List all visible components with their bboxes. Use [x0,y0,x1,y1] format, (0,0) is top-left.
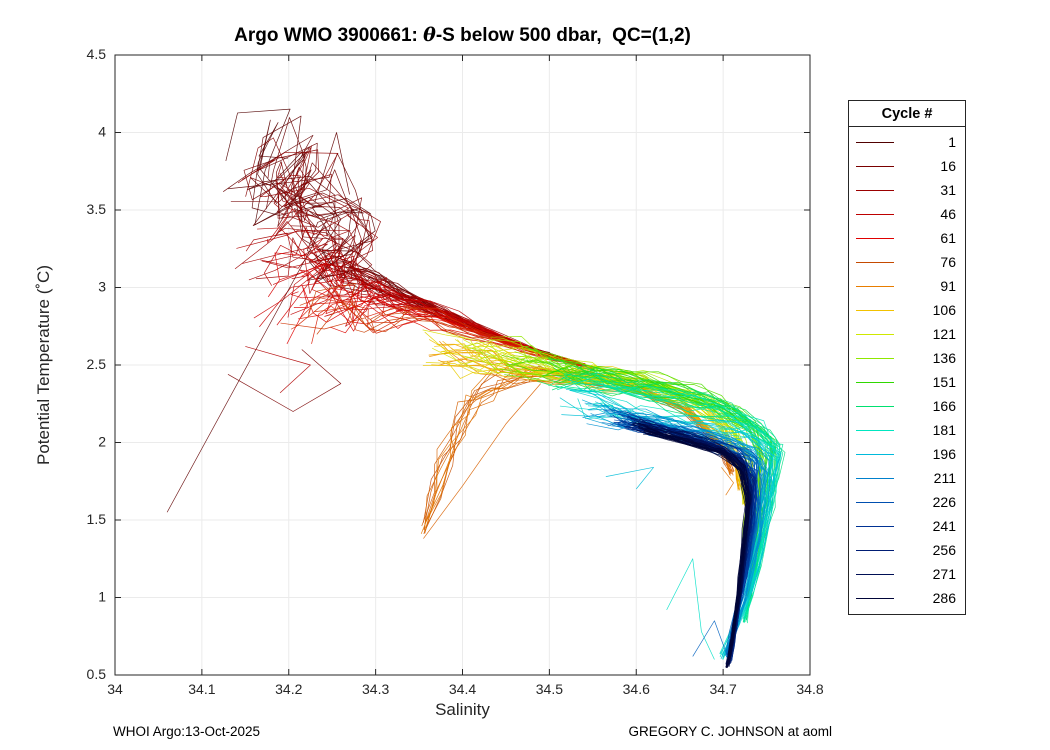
legend-entry-label: 76 [940,254,956,270]
legend-entry: 256 [849,538,965,562]
legend-line-sample [856,357,894,359]
legend-line-sample [856,477,894,479]
legend-line-sample [856,381,894,383]
legend-line-sample [856,525,894,527]
legend-entry: 226 [849,490,965,514]
legend-entry-label: 1 [948,134,956,150]
legend-entry: 151 [849,370,965,394]
legend-entry: 46 [849,202,965,226]
chart-title-prefix: Argo WMO 3900661: [234,25,424,46]
legend-entry-label: 286 [932,590,956,606]
legend-line-sample [856,309,894,311]
legend-entry: 121 [849,322,965,346]
legend-line-sample [856,501,894,503]
legend-entry-label: 121 [932,326,956,342]
legend-entry: 271 [849,562,965,586]
legend-entry: 196 [849,442,965,466]
legend-entry: 106 [849,298,965,322]
legend-entry-label: 91 [940,278,956,294]
legend-line-sample [856,429,894,431]
legend-title: Cycle # [849,101,965,127]
legend-line-sample [856,165,894,167]
legend-line-sample [856,453,894,455]
legend-line-sample [856,285,894,287]
legend-entry: 241 [849,514,965,538]
legend-entry: 166 [849,394,965,418]
legend-entry: 31 [849,178,965,202]
legend-entry-label: 61 [940,230,956,246]
legend-entry-label: 256 [932,542,956,558]
legend-line-sample [856,549,894,551]
legend-entry: 286 [849,586,965,610]
legend-entries: 1 16 31 46 61 76 91 106 121 136 151 166 181 196 211 226… [849,127,965,614]
legend-entry: 136 [849,346,965,370]
legend-entry-label: 196 [932,446,956,462]
chart-title: Argo WMO 3900661: θ-S below 500 dbar, QC… [115,24,810,47]
legend-line-sample [856,141,894,143]
legend-entry-label: 241 [932,518,956,534]
legend-entry-label: 16 [940,158,956,174]
legend-line-sample [856,573,894,575]
legend-entry-label: 106 [932,302,956,318]
legend-line-sample [856,597,894,599]
legend-line-sample [856,189,894,191]
legend-entry: 1 [849,130,965,154]
legend-line-sample [856,213,894,215]
legend: Cycle # 1 16 31 46 61 76 91 106 121 136 151 166 181 1… [848,100,966,615]
legend-entry: 16 [849,154,965,178]
legend-entry-label: 271 [932,566,956,582]
legend-entry-label: 181 [932,422,956,438]
legend-entry: 211 [849,466,965,490]
legend-line-sample [856,333,894,335]
legend-entry-label: 46 [940,206,956,222]
footer-credit-right: GREGORY C. JOHNSON at aoml [628,724,832,739]
legend-entry: 91 [849,274,965,298]
legend-entry-label: 136 [932,350,956,366]
theta-symbol: θ [423,24,436,46]
chart-title-suffix: -S below 500 dbar, QC=(1,2) [435,25,691,46]
legend-entry-label: 211 [933,470,956,486]
footer-credit-left: WHOI Argo:13-Oct-2025 [113,724,261,739]
legend-entry: 76 [849,250,965,274]
y-axis-label: Potential Temperature (˚C) [34,265,53,465]
x-axis-label: Salinity [435,700,490,719]
legend-entry-label: 226 [932,494,956,510]
legend-entry: 181 [849,418,965,442]
legend-entry: 61 [849,226,965,250]
legend-line-sample [856,261,894,263]
legend-line-sample [856,405,894,407]
legend-entry-label: 151 [932,374,956,390]
legend-line-sample [856,237,894,239]
legend-entry-label: 31 [940,182,956,198]
legend-entry-label: 166 [932,398,956,414]
